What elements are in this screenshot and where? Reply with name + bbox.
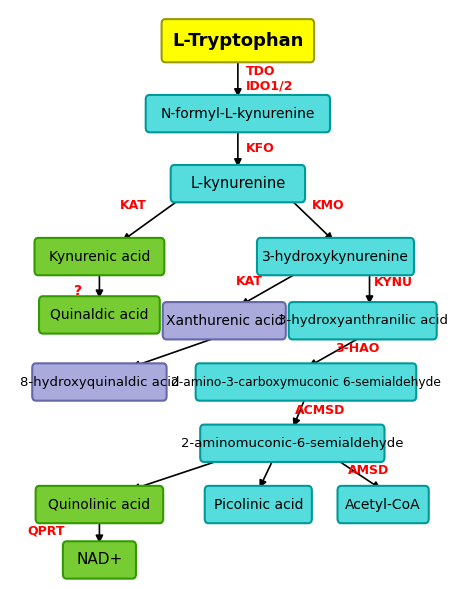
FancyBboxPatch shape (39, 296, 160, 333)
FancyBboxPatch shape (163, 302, 286, 339)
Text: L-kynurenine: L-kynurenine (190, 176, 285, 191)
Text: Xanthurenic acid: Xanthurenic acid (165, 314, 283, 327)
FancyBboxPatch shape (35, 238, 164, 275)
Text: Acetyl-CoA: Acetyl-CoA (346, 498, 421, 511)
FancyBboxPatch shape (36, 486, 163, 523)
Text: KMO: KMO (311, 199, 344, 212)
Text: Kynurenic acid: Kynurenic acid (49, 250, 150, 263)
Text: L-Tryptophan: L-Tryptophan (172, 32, 303, 49)
Text: N-formyl-L-kynurenine: N-formyl-L-kynurenine (161, 107, 315, 121)
Text: NAD+: NAD+ (76, 552, 123, 567)
Text: Picolinic acid: Picolinic acid (214, 498, 303, 511)
Text: KYNU: KYNU (374, 276, 413, 289)
FancyBboxPatch shape (289, 302, 437, 339)
Text: ?: ? (74, 284, 82, 298)
Text: 2-amino-3-carboxymuconic 6-semialdehyde: 2-amino-3-carboxymuconic 6-semialdehyde (171, 376, 441, 389)
FancyBboxPatch shape (32, 363, 166, 401)
FancyBboxPatch shape (257, 238, 414, 275)
FancyBboxPatch shape (162, 19, 314, 62)
Text: KAT: KAT (236, 274, 263, 287)
FancyBboxPatch shape (205, 486, 312, 523)
FancyBboxPatch shape (171, 165, 305, 202)
Text: 3-HAO: 3-HAO (336, 342, 380, 355)
Text: QPRT: QPRT (27, 525, 64, 538)
FancyBboxPatch shape (63, 541, 136, 578)
FancyBboxPatch shape (196, 363, 416, 401)
Text: 2-aminomuconic-6-semialdehyde: 2-aminomuconic-6-semialdehyde (181, 437, 403, 450)
Text: 8-hydroxyquinaldic acid: 8-hydroxyquinaldic acid (19, 376, 179, 389)
Text: KAT: KAT (120, 199, 147, 212)
Text: 3-hydroxykynurenine: 3-hydroxykynurenine (262, 250, 409, 263)
FancyBboxPatch shape (337, 486, 429, 523)
Text: 3-hydroxyanthranilic acid: 3-hydroxyanthranilic acid (278, 315, 448, 327)
Text: Quinolinic acid: Quinolinic acid (48, 498, 150, 511)
FancyBboxPatch shape (146, 95, 330, 133)
Text: ACMSD: ACMSD (295, 403, 345, 416)
Text: KFO: KFO (246, 142, 275, 155)
Text: Quinaldic acid: Quinaldic acid (50, 308, 149, 322)
Text: TDO
IDO1/2: TDO IDO1/2 (246, 65, 293, 92)
Text: AMSD: AMSD (348, 464, 389, 477)
FancyBboxPatch shape (200, 425, 384, 462)
